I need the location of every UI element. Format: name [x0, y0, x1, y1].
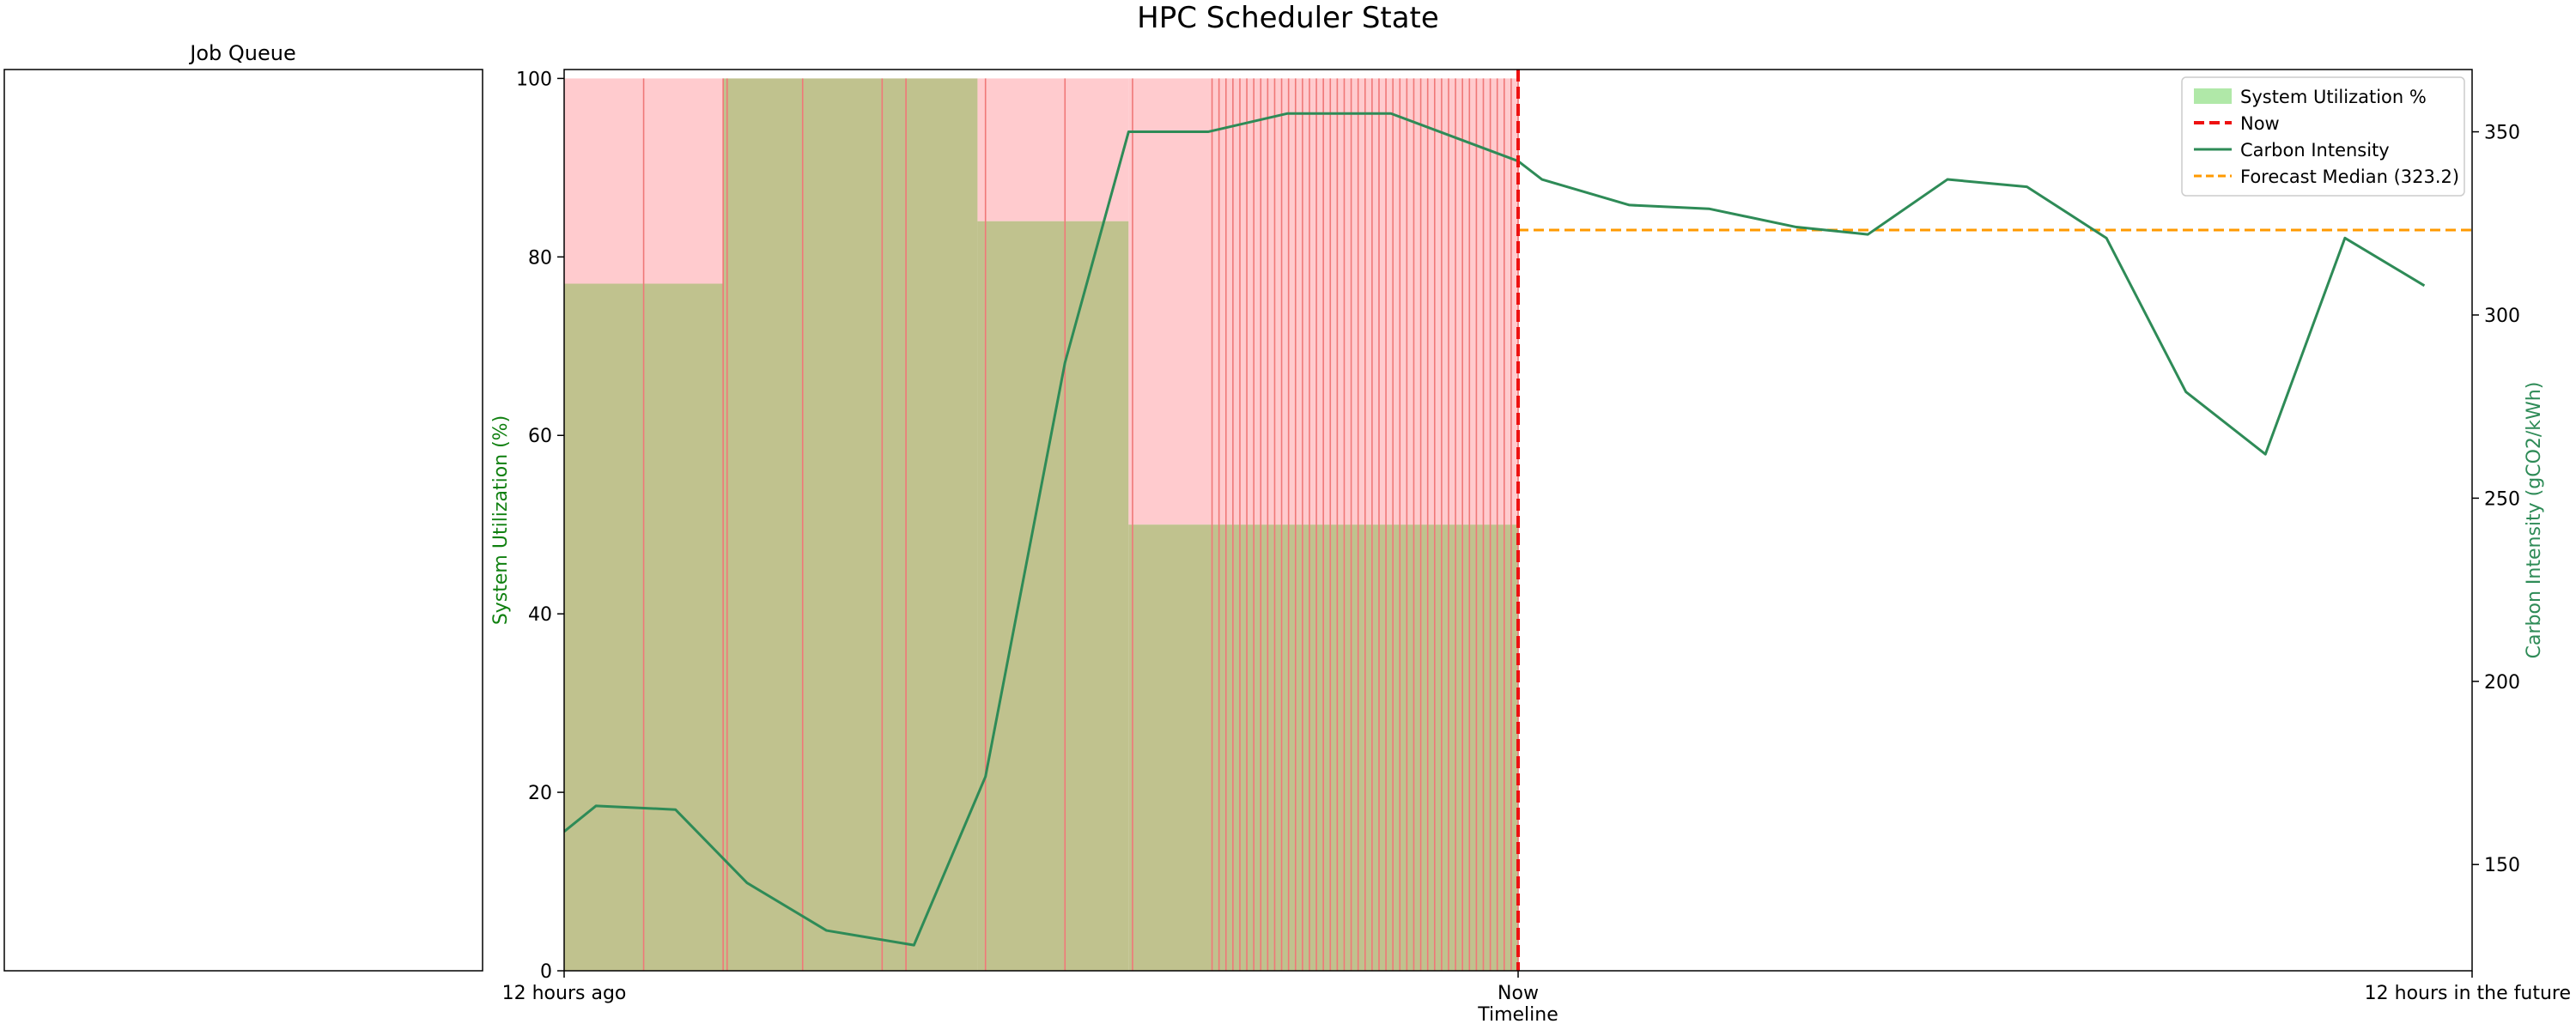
x-tick-label-1: Now [1498, 983, 1539, 1004]
left-tick-label-5: 100 [516, 69, 552, 90]
legend-box [2181, 76, 2465, 197]
right-tick-label-1: 200 [2484, 672, 2520, 694]
legend-label-2: Carbon Intensity [2240, 140, 2390, 161]
reserved-area-2 [977, 78, 1129, 221]
left-tick-label-4: 80 [528, 247, 552, 269]
legend: System Utilization % Now Carbon Intensity F… [2181, 76, 2465, 197]
legend-swatch-0 [2194, 88, 2232, 104]
left-axis-label: System Utilization (%) [490, 415, 512, 625]
legend-label-0: System Utilization % [2240, 87, 2427, 107]
right-axis-label: Carbon Intensity (gCO2/kWh) [2524, 382, 2545, 659]
timeline-chart: 0 20 40 60 80 100 150 200 250 300 350 12 hours ag… [490, 69, 2571, 1026]
x-tick-label-0: 12 hours ago [502, 983, 627, 1004]
right-tick-label-0: 150 [2484, 855, 2520, 876]
figure-title: HPC Scheduler State [1137, 1, 1439, 35]
legend-label-3: Forecast Median (323.2) [2240, 167, 2459, 187]
job-queue-panel: Job Queue [3, 41, 483, 972]
right-tick-label-3: 300 [2484, 306, 2520, 327]
left-tick-label-1: 20 [528, 783, 552, 804]
utilization-bar-1 [723, 78, 978, 971]
x-tick-label-2: 12 hours in the future [2365, 983, 2571, 1004]
x-axis-label: Timeline [1477, 1004, 1558, 1026]
left-tick-label-0: 0 [540, 961, 552, 983]
utilization-bar-2 [977, 221, 1129, 971]
legend-label-1: Now [2240, 113, 2280, 134]
right-tick-label-2: 250 [2484, 488, 2520, 510]
right-tick-label-4: 350 [2484, 123, 2520, 144]
job-queue-title: Job Queue [188, 41, 295, 65]
left-tick-label-3: 60 [528, 426, 552, 447]
left-tick-label-2: 40 [528, 604, 552, 626]
job-queue-frame [3, 69, 483, 972]
